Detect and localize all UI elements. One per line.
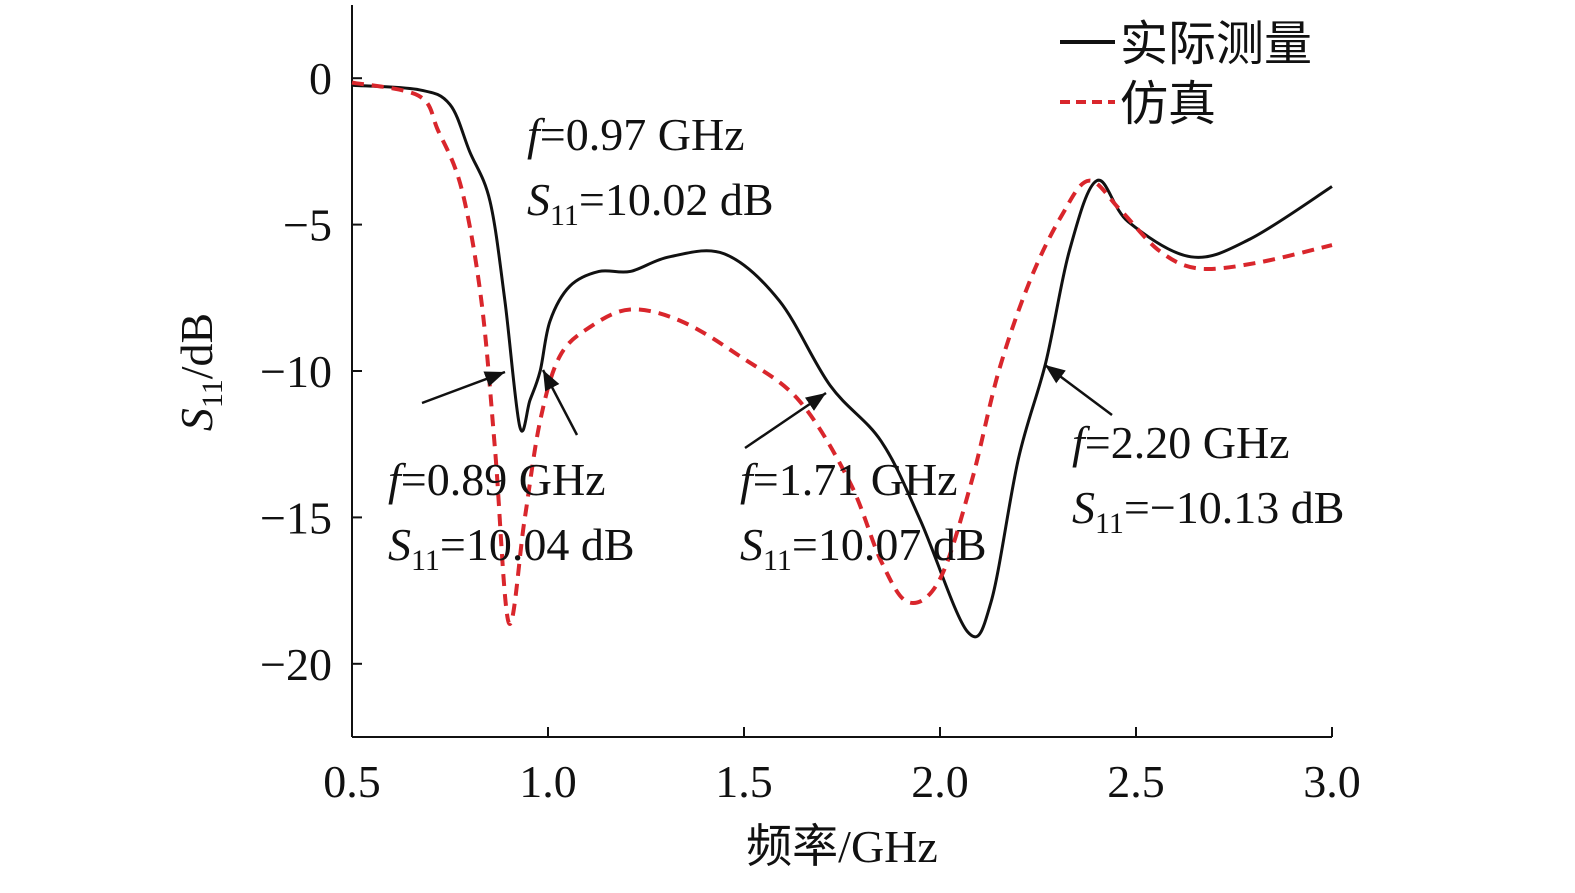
y-axis-label: S11/dB bbox=[171, 313, 229, 431]
annotation-s11: S11=10.02 dB bbox=[527, 174, 774, 232]
annotation-frequency: f=0.89 GHz bbox=[388, 454, 606, 505]
x-tick-label: 1.5 bbox=[715, 756, 773, 807]
x-tick-label: 2.0 bbox=[911, 756, 969, 807]
annotation-frequency: f=0.97 GHz bbox=[527, 109, 745, 160]
y-tick-label: −15 bbox=[260, 492, 332, 543]
annotation-s11: S11=−10.13 dB bbox=[1072, 482, 1344, 540]
x-tick-label: 0.5 bbox=[323, 756, 381, 807]
y-tick-label: −5 bbox=[283, 200, 332, 251]
y-tick-label: −20 bbox=[260, 639, 332, 690]
annotation-frequency: f=2.20 GHz bbox=[1072, 417, 1290, 468]
svg-text:S11/dB: S11/dB bbox=[171, 313, 229, 431]
x-tick-label: 2.5 bbox=[1107, 756, 1165, 807]
series-line-0 bbox=[351, 83, 1333, 639]
annotation-arrow bbox=[744, 391, 827, 450]
annotation-arrow bbox=[421, 370, 506, 405]
axes: 0.5 1.0 1.5 2.0 2.5 3.0 0 −5 −10 −15 −20 bbox=[260, 5, 1361, 807]
x-tick-label: 3.0 bbox=[1303, 756, 1361, 807]
annotation-arrow bbox=[541, 369, 579, 436]
x-axis-label: 频率/GHz bbox=[746, 821, 938, 872]
legend-label-1: 仿真 bbox=[1120, 78, 1216, 131]
y-tick-label: −10 bbox=[260, 346, 332, 397]
annotation-frequency: f=1.71 GHz bbox=[740, 454, 958, 505]
annotations: f=0.97 GHz S11=10.02 dB f=0.89 GHz S11=10.0… bbox=[388, 109, 1344, 577]
series-line-1 bbox=[351, 80, 1333, 626]
x-tick-label: 1.0 bbox=[519, 756, 577, 807]
legend-label-0: 实际测量 bbox=[1120, 18, 1312, 71]
y-tick-label: 0 bbox=[309, 53, 332, 104]
annotation-s11: S11=10.07 dB bbox=[740, 519, 987, 577]
annotation-arrow bbox=[1044, 363, 1113, 417]
series-lines bbox=[351, 80, 1333, 639]
annotation-s11: S11=10.04 dB bbox=[388, 519, 635, 577]
